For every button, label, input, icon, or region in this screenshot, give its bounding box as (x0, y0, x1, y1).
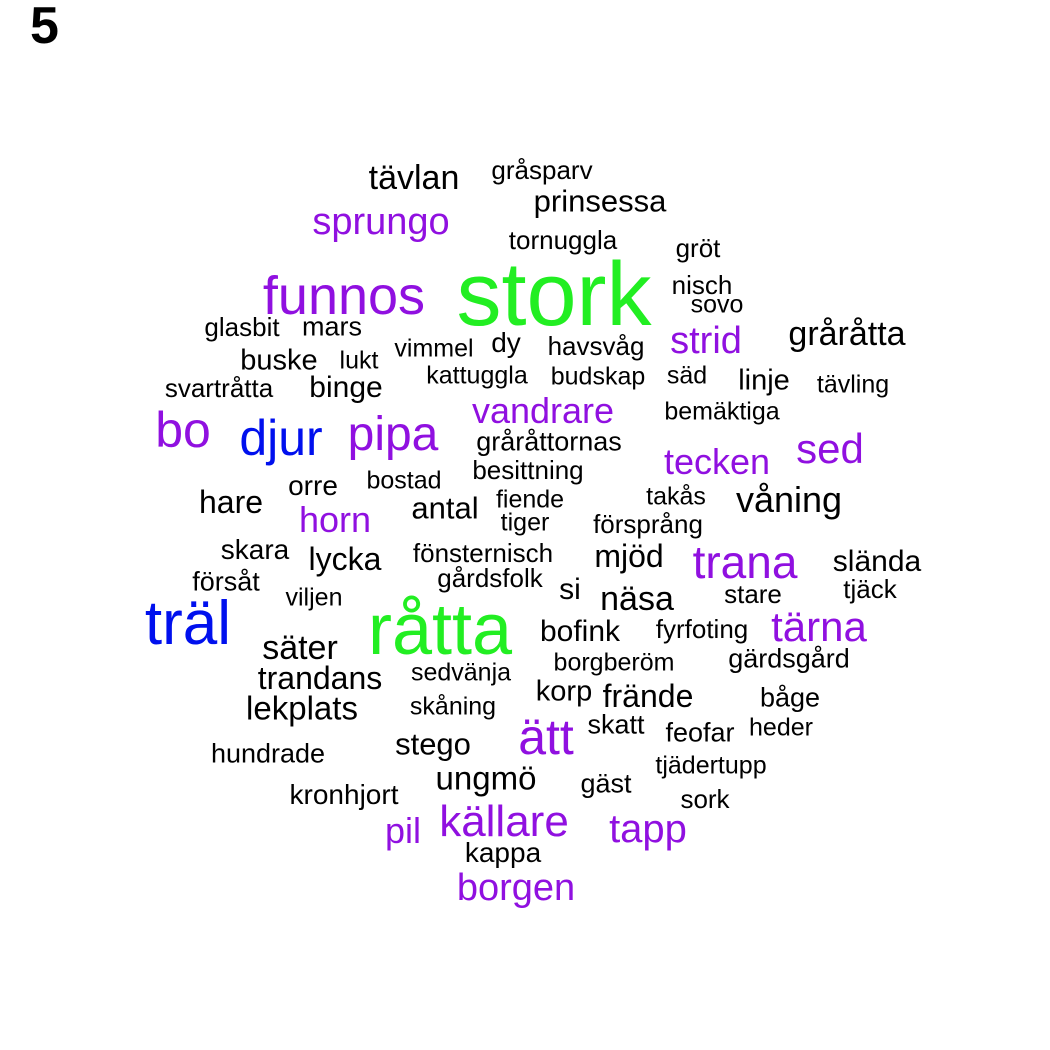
cloud-word: orre (288, 472, 338, 500)
cloud-word: pipa (348, 411, 439, 459)
cloud-word: våning (736, 482, 842, 518)
cloud-word: fyrfoting (656, 616, 749, 642)
cloud-word: kappa (465, 839, 541, 867)
cloud-word: sprungo (312, 203, 449, 241)
cloud-word: skatt (587, 712, 644, 739)
cloud-word: gröt (676, 235, 721, 261)
cloud-word: frände (603, 680, 694, 712)
cloud-word: båge (760, 685, 820, 712)
cloud-word: budskap (551, 365, 646, 390)
cloud-word: gråråtta (788, 317, 905, 351)
cloud-word: svartråtta (165, 375, 273, 401)
cloud-word: besittning (472, 457, 583, 483)
cloud-word: bofink (540, 617, 620, 647)
cloud-word: gråråttornas (476, 429, 622, 456)
cloud-word: antal (411, 493, 478, 524)
cloud-word: slända (833, 547, 921, 577)
cloud-word: vimmel (394, 337, 473, 362)
cloud-word: pil (385, 813, 421, 849)
cloud-word: bo (155, 405, 211, 455)
cloud-word: viljen (286, 586, 343, 611)
cloud-word: lycka (309, 543, 382, 575)
cloud-word: tjäck (843, 576, 896, 602)
cloud-word: lekplats (246, 692, 358, 725)
cloud-word: buske (240, 347, 317, 376)
cloud-word: tapp (609, 809, 687, 849)
cloud-word: glasbit (204, 314, 279, 340)
cloud-word: tecken (664, 444, 770, 480)
cloud-word: lukt (340, 349, 379, 374)
cloud-word: hundrade (211, 741, 325, 768)
cloud-word: tjädertupp (655, 754, 766, 779)
cloud-word: takås (646, 485, 706, 510)
cloud-word: skara (221, 536, 289, 564)
cloud-word: tärna (771, 606, 867, 648)
cloud-word: borgberöm (554, 651, 675, 676)
cloud-word: mjöd (594, 540, 663, 572)
cloud-word: gäst (580, 771, 631, 798)
cloud-word: kronhjort (290, 781, 399, 809)
cloud-word: tävlan (369, 161, 460, 195)
cloud-word: djur (239, 413, 322, 463)
cloud-word: horn (299, 502, 371, 538)
cloud-word: stego (395, 729, 471, 760)
cloud-word: kattuggla (426, 364, 527, 389)
cloud-word: havsvåg (548, 333, 645, 359)
cloud-word: borgen (457, 869, 575, 907)
cloud-word: feofar (665, 720, 734, 747)
cloud-word: försprång (593, 511, 703, 537)
cloud-word: dy (491, 329, 521, 357)
cloud-word: tiger (501, 511, 550, 536)
cloud-word: linje (738, 367, 790, 396)
cloud-word: prinsessa (534, 186, 667, 217)
cloud-word: sork (680, 786, 729, 812)
cloud-word: bemäktiga (664, 400, 779, 425)
cloud-word: strid (670, 322, 742, 360)
cloud-word: si (559, 575, 581, 605)
cloud-word: ätt (518, 712, 574, 762)
cloud-word: hare (199, 486, 263, 518)
cloud-word: sed (796, 428, 864, 470)
panel-label: 5 (30, 0, 59, 52)
cloud-word: korp (536, 678, 592, 707)
cloud-word: träl (145, 593, 231, 655)
cloud-word: mars (302, 314, 362, 341)
cloud-word: vandrare (472, 393, 614, 429)
cloud-word: säd (667, 364, 707, 389)
cloud-word: gråsparv (491, 157, 592, 183)
cloud-word: stork (456, 250, 651, 340)
cloud-word: binge (309, 373, 382, 403)
cloud-word: ungmö (436, 762, 537, 795)
cloud-word: skåning (410, 695, 496, 720)
cloud-word: heder (749, 716, 813, 741)
cloud-word: råtta (368, 594, 512, 666)
cloud-word: gårdsfolk (437, 565, 543, 591)
cloud-word: sovo (691, 293, 744, 318)
cloud-word: gärdsgård (728, 646, 850, 673)
cloud-word: tävling (817, 373, 889, 398)
cloud-word: näsa (600, 582, 674, 616)
cloud-word: sedvänja (411, 661, 511, 686)
